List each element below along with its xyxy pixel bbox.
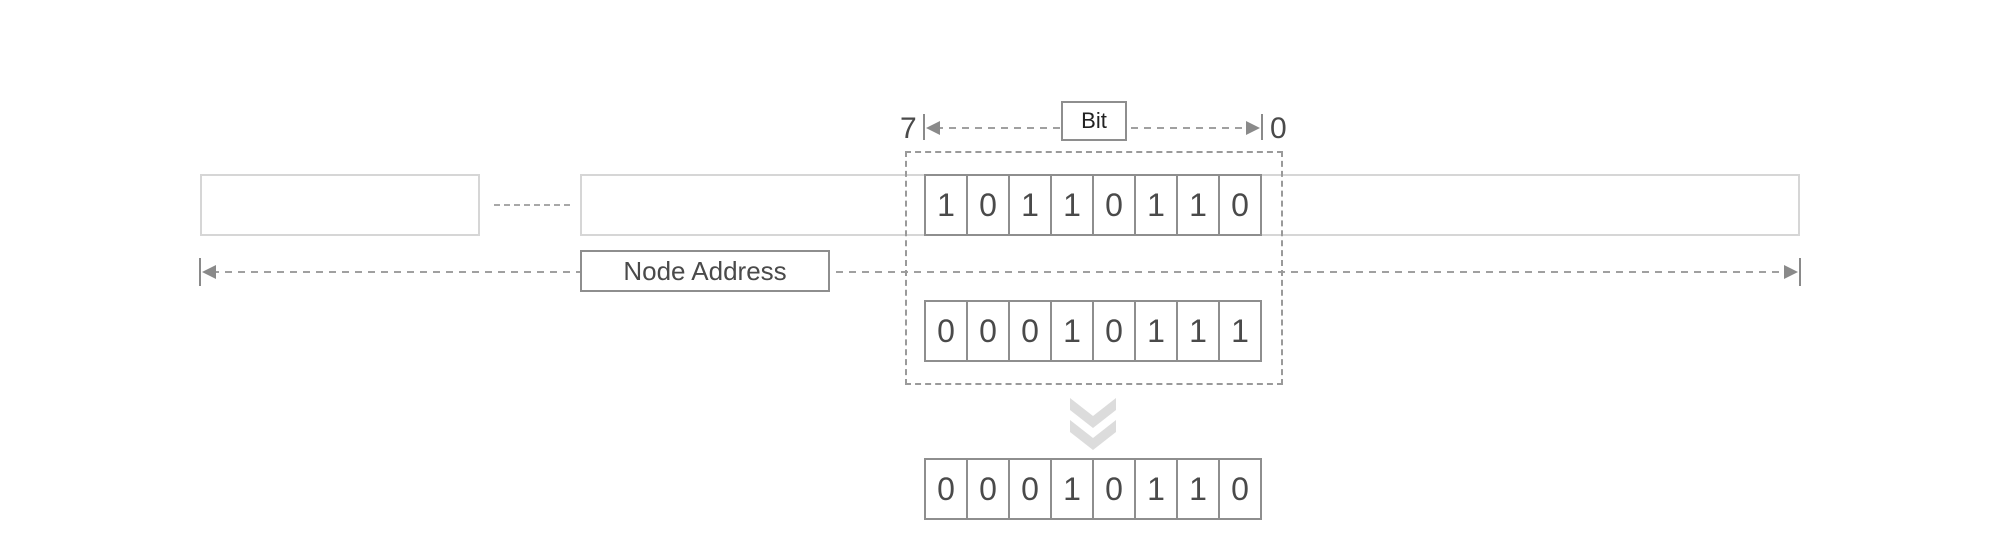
bit-cell: 0 bbox=[1094, 302, 1136, 360]
bit-cell: 1 bbox=[926, 176, 968, 234]
bit-cell: 0 bbox=[1010, 302, 1052, 360]
bit-cell: 1 bbox=[1136, 302, 1178, 360]
address-gap-dash bbox=[494, 204, 570, 206]
bit-cell: 0 bbox=[1231, 471, 1249, 507]
bit-cell: 1 bbox=[1052, 176, 1094, 234]
bit-range-arrowhead-right bbox=[1246, 121, 1260, 135]
byte-row-top: 1 0 1 1 0 1 1 0 bbox=[924, 174, 1262, 236]
bit-cell: 1 bbox=[1052, 460, 1094, 518]
bit-cell: 1 bbox=[1052, 302, 1094, 360]
byte-operation-frame bbox=[905, 151, 1283, 385]
bit-label: Bit bbox=[1081, 108, 1107, 133]
bit-cell: 1 bbox=[1178, 176, 1220, 234]
node-address-arrowhead-right bbox=[1784, 265, 1798, 279]
bit-cell: 1 bbox=[1136, 176, 1178, 234]
bit-cell: 0 bbox=[968, 302, 1010, 360]
bit-cell: 0 bbox=[1094, 460, 1136, 518]
msb-index: 7 bbox=[900, 112, 917, 145]
chevron-down-icon bbox=[1070, 398, 1116, 428]
byte-row-mask: 0 0 0 1 0 1 1 1 bbox=[924, 300, 1262, 362]
node-address-label-box: Node Address bbox=[580, 250, 830, 292]
bit-label-box: Bit bbox=[1061, 101, 1127, 141]
lsb-index: 0 bbox=[1270, 112, 1287, 145]
bit-cell: 1 bbox=[1231, 313, 1249, 349]
byte-row-result: 0 0 0 1 0 1 1 0 bbox=[924, 458, 1262, 520]
bit-cell: 0 bbox=[1010, 460, 1052, 518]
bit-cell: 0 bbox=[968, 460, 1010, 518]
node-address-arrowhead-left bbox=[202, 265, 216, 279]
node-address-label: Node Address bbox=[623, 255, 787, 286]
bit-cell: 0 bbox=[968, 176, 1010, 234]
bit-cell: 0 bbox=[926, 460, 968, 518]
bit-cell: 0 bbox=[926, 302, 968, 360]
bit-cell: 1 bbox=[1010, 176, 1052, 234]
chevron-down-icon-2 bbox=[1070, 420, 1116, 450]
bit-cell: 1 bbox=[1178, 460, 1220, 518]
bit-cell: 1 bbox=[1136, 460, 1178, 518]
bit-cell: 0 bbox=[1231, 187, 1249, 223]
bit-cell: 1 bbox=[1178, 302, 1220, 360]
bit-cell: 0 bbox=[1094, 176, 1136, 234]
bit-range-arrowhead-left bbox=[926, 121, 940, 135]
address-block-left bbox=[200, 174, 480, 236]
